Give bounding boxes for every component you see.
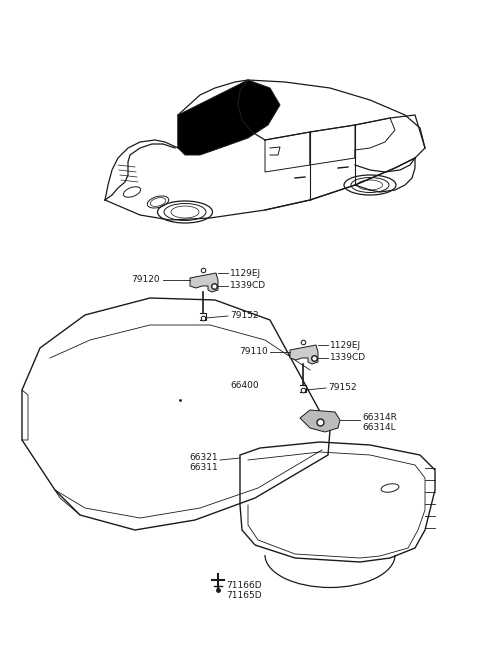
Text: 79152: 79152 bbox=[230, 312, 259, 321]
Text: 66311: 66311 bbox=[189, 464, 218, 472]
Text: 66400: 66400 bbox=[230, 380, 259, 390]
Text: 1339CD: 1339CD bbox=[230, 281, 266, 291]
Polygon shape bbox=[190, 273, 218, 292]
Text: 1129EJ: 1129EJ bbox=[330, 340, 361, 350]
Text: 1129EJ: 1129EJ bbox=[230, 268, 261, 277]
Text: 66321: 66321 bbox=[190, 453, 218, 462]
Text: 79110: 79110 bbox=[239, 348, 268, 356]
Text: 79152: 79152 bbox=[328, 384, 357, 392]
Polygon shape bbox=[300, 410, 340, 432]
Text: 71165D: 71165D bbox=[226, 592, 262, 600]
Polygon shape bbox=[178, 80, 280, 155]
Text: 66314L: 66314L bbox=[362, 424, 396, 432]
Polygon shape bbox=[290, 345, 318, 364]
Text: 66314R: 66314R bbox=[362, 413, 397, 422]
Text: 79120: 79120 bbox=[132, 276, 160, 285]
Text: 71166D: 71166D bbox=[226, 581, 262, 590]
Text: 1339CD: 1339CD bbox=[330, 354, 366, 363]
